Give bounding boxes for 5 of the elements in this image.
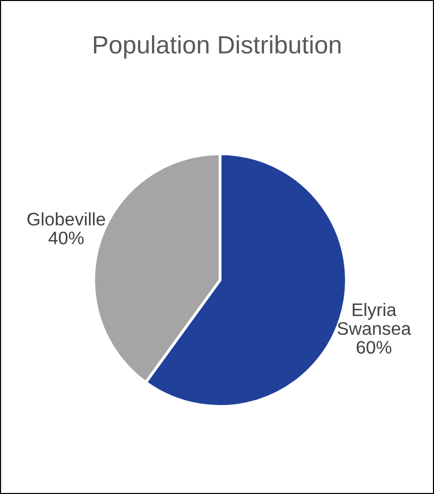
data-label: 40% <box>48 232 84 244</box>
chart-title: Population Distribution <box>94 35 340 59</box>
slice-label: Elyria Swansea <box>338 302 412 335</box>
data-label: 60% <box>356 340 392 354</box>
slice-label: Globeville <box>27 212 106 226</box>
